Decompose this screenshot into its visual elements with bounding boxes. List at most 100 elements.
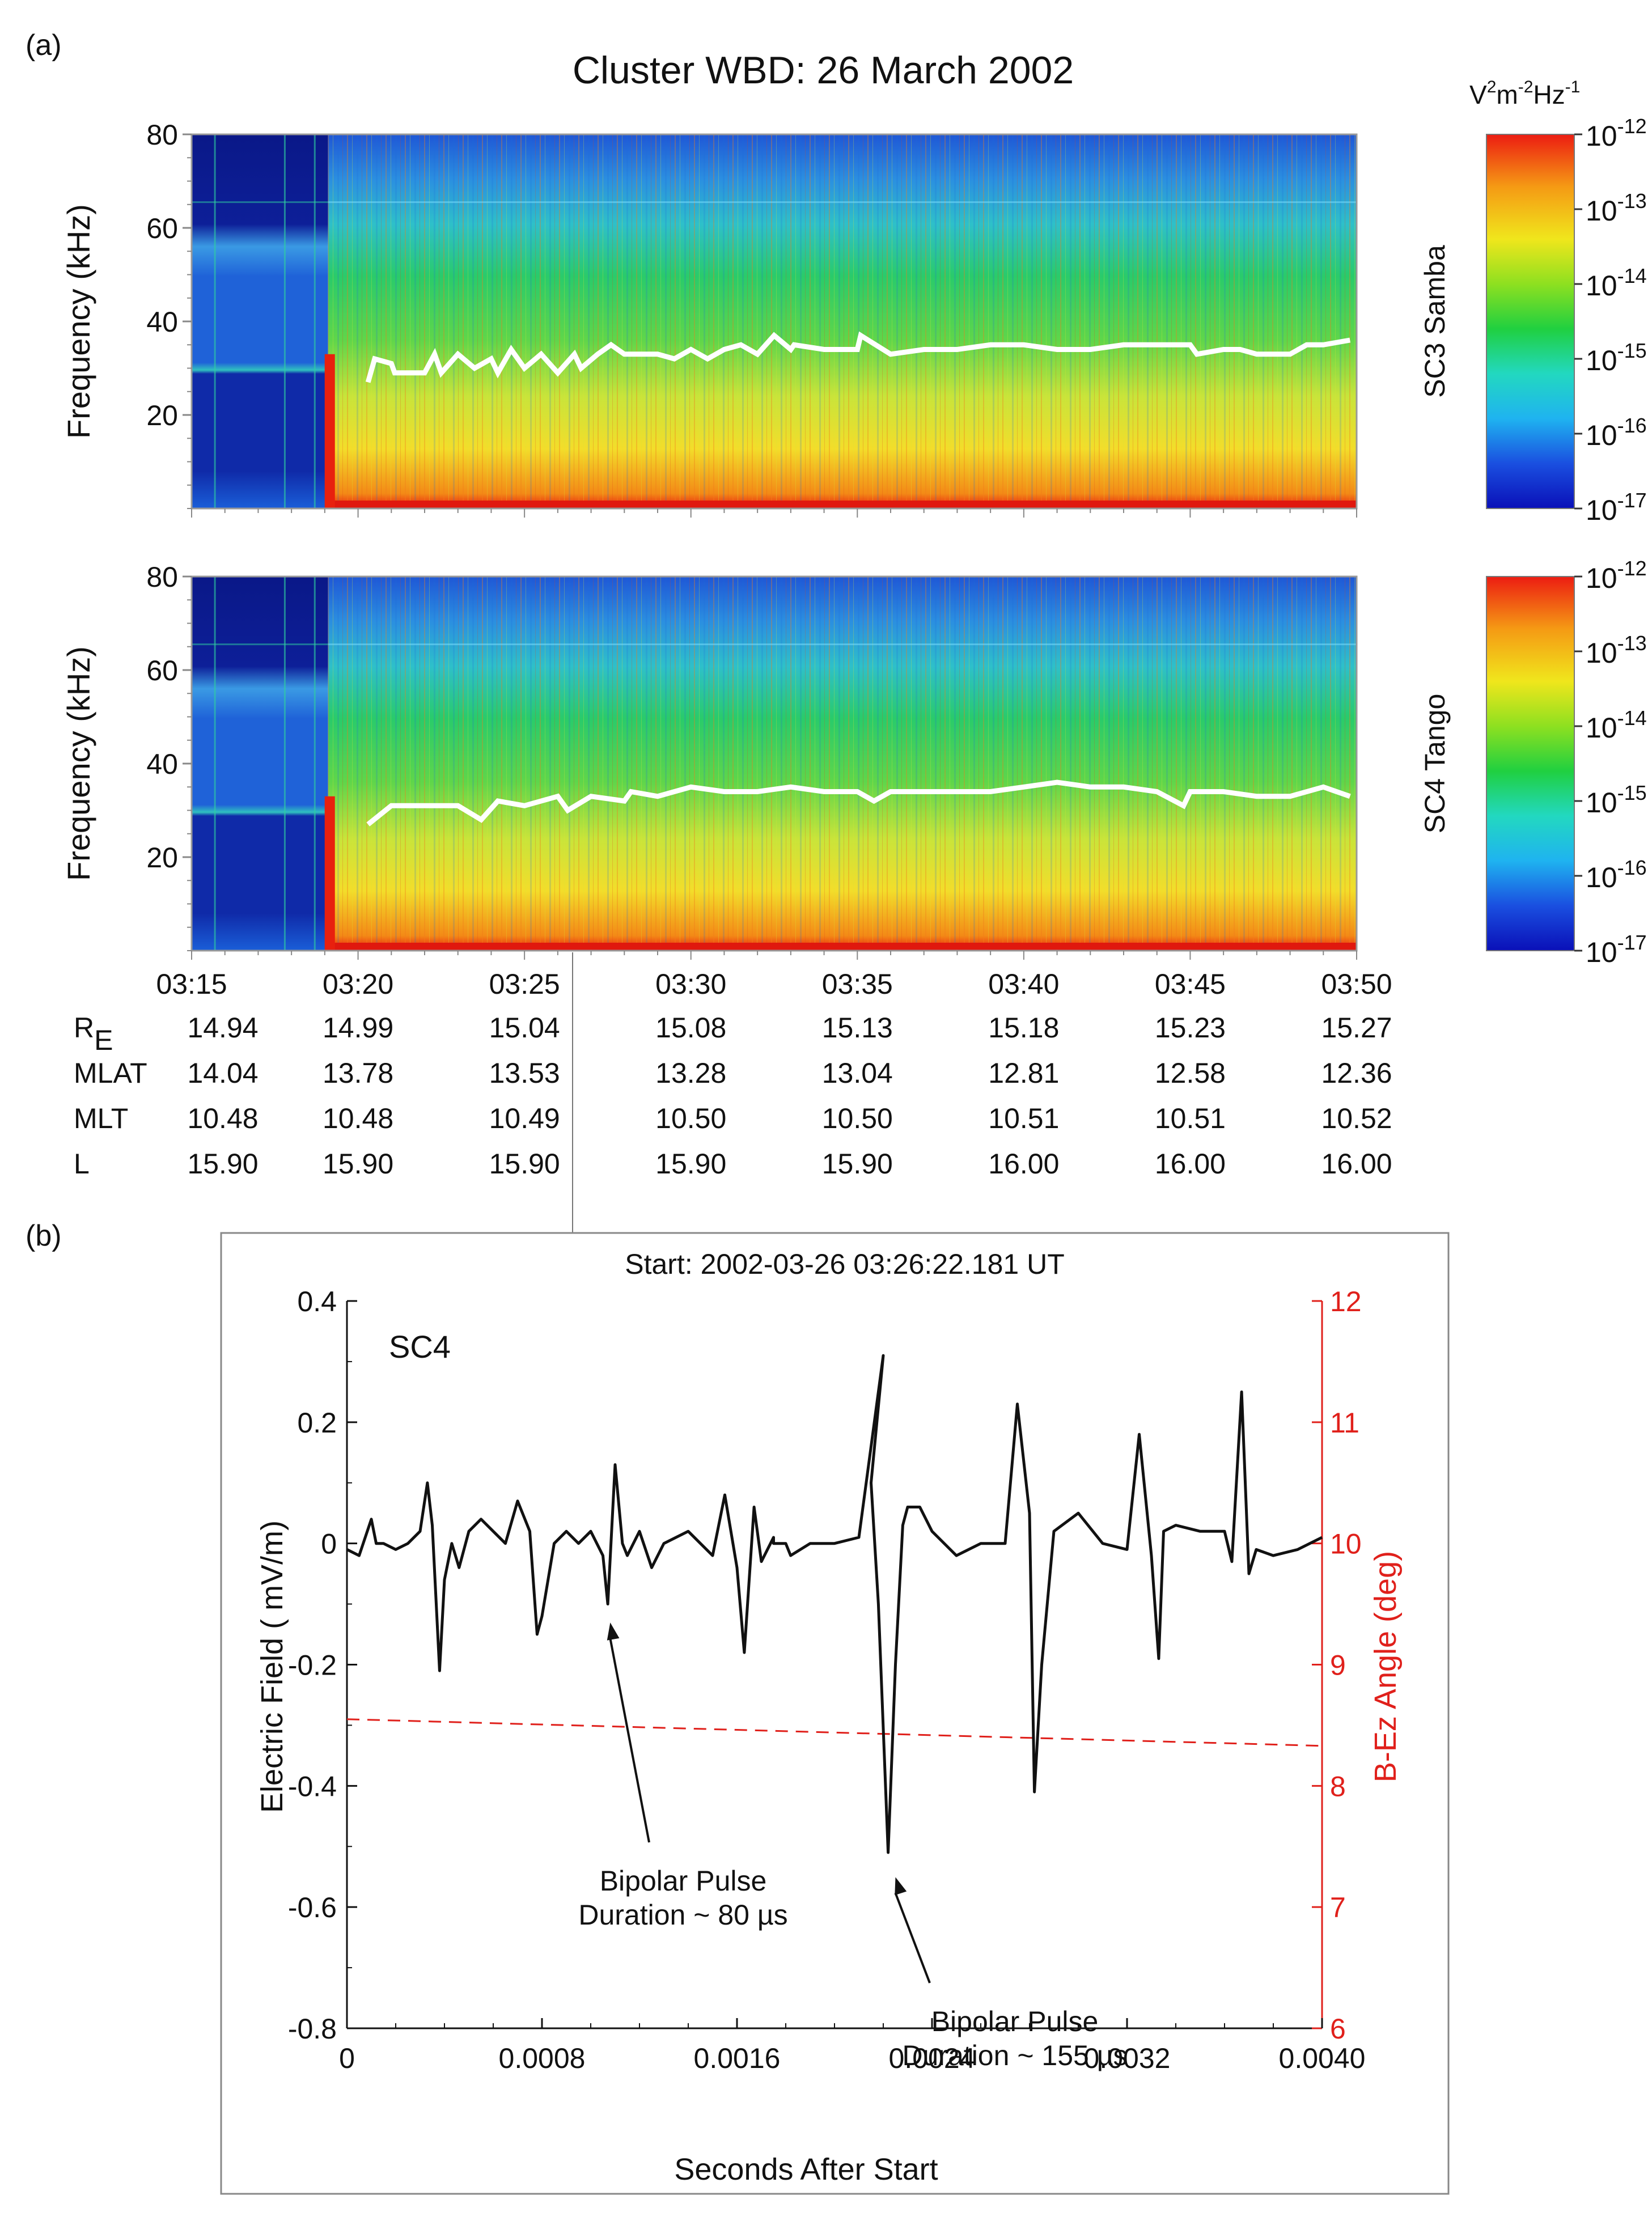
- y-tick-label: 0.2: [297, 1407, 337, 1439]
- annotation-line1: Bipolar Pulse: [600, 1865, 767, 1897]
- ephemeris-value: 16.00: [1155, 1148, 1226, 1180]
- y-axis-label: Electric Field ( mV/m): [255, 1520, 289, 1813]
- colorbar-units: V2m-2Hz-1: [1469, 78, 1580, 109]
- x-tick-label: 0.0016: [694, 2042, 781, 2074]
- spectrogram-quiet-region: [192, 134, 328, 508]
- time-tick-label: 03:30: [655, 968, 726, 1000]
- ephemeris-value: 10.48: [323, 1103, 393, 1134]
- ephemeris-value: 15.90: [187, 1148, 258, 1180]
- plasma-frequency-line: [365, 331, 1351, 383]
- time-tick-label: 03:35: [822, 968, 893, 1000]
- ephemeris-value: 10.52: [1321, 1103, 1392, 1134]
- y2-tick-label: 9: [1330, 1650, 1346, 1681]
- colorbar-tick-label: 10-17: [1586, 931, 1647, 968]
- spectrogram-red-floor: [328, 501, 1357, 508]
- y-tick-label: 0.4: [297, 1286, 337, 1317]
- y-tick-label: 60: [146, 655, 178, 686]
- y-tick-label: -0.4: [288, 1770, 337, 1802]
- ephemeris-value: 15.90: [822, 1148, 893, 1180]
- spectrogram-burst-edge: [324, 796, 335, 951]
- colorbar-tick-label: 10-13: [1586, 632, 1647, 669]
- ephemeris-value: 15.90: [323, 1148, 393, 1180]
- ephemeris-value: 15.27: [1321, 1012, 1392, 1044]
- colorbar-tick-label: 10-15: [1586, 339, 1647, 376]
- inset-box: [220, 1232, 1450, 2195]
- spacecraft-label: SC4: [389, 1329, 451, 1364]
- ephemeris-value: 12.81: [988, 1057, 1059, 1089]
- annotation-arrowhead: [895, 1877, 907, 1896]
- ephemeris-value: 15.90: [489, 1148, 560, 1180]
- x-axis-label: Seconds After Start: [674, 2152, 938, 2186]
- ephemeris-value: 10.49: [489, 1103, 560, 1134]
- annotation-arrow: [894, 1892, 931, 1984]
- colorbar: [1486, 576, 1575, 951]
- ephemeris-value: 16.00: [988, 1148, 1059, 1180]
- annotation-line1: Bipolar Pulse: [931, 2006, 1099, 2037]
- ephemeris-row-label: L: [74, 1148, 90, 1180]
- spectrogram-texture: [328, 577, 1357, 951]
- colorbar-tick-label: 10-14: [1586, 706, 1647, 744]
- ephemeris-value: 10.50: [655, 1103, 726, 1134]
- ephemeris-value: 14.94: [187, 1012, 258, 1044]
- time-tick-label: 03:50: [1321, 968, 1392, 1000]
- colorbar-tick-label: 10-15: [1586, 781, 1647, 819]
- colorbar-tick-label: 10-12: [1586, 557, 1647, 594]
- x-tick-label: 0.0008: [499, 2042, 586, 2074]
- spacecraft-label: SC3 Samba: [1419, 245, 1451, 398]
- panel-b-label: (b): [26, 1219, 62, 1252]
- chart-title: Cluster WBD: 26 March 2002: [572, 49, 1074, 92]
- annotation-arrow: [609, 1638, 650, 1843]
- ephemeris-value: 13.28: [655, 1057, 726, 1089]
- spectrogram-panel-2: 20 40 60 80 Frequency (kHz) SC4 Tango 10-12 10-…: [61, 557, 1647, 968]
- ephemeris-row-label: MLT: [74, 1103, 128, 1134]
- y-tick-label: -0.2: [288, 1650, 337, 1681]
- colorbar-tick-label: 10-16: [1586, 856, 1647, 893]
- ephemeris-value: 10.51: [1155, 1103, 1226, 1134]
- y-tick-label: -0.6: [288, 1892, 337, 1923]
- x-tick-label: 0.0040: [1279, 2042, 1366, 2074]
- annotation-line2: Duration ~ 155 µs: [902, 2040, 1127, 2071]
- y-axis-label: Frequency (kHz): [61, 646, 96, 881]
- time-tick-label: 03:15: [156, 968, 227, 1000]
- time-tick-label: 03:20: [323, 968, 393, 1000]
- ephemeris-value: 10.50: [822, 1103, 893, 1134]
- ephemeris-value: 16.00: [1321, 1148, 1392, 1180]
- plasma-frequency-line: [366, 779, 1351, 827]
- colorbar-tick-label: 10-17: [1586, 489, 1647, 526]
- ephemeris-value: 15.18: [988, 1012, 1059, 1044]
- ephemeris-row-label: RE: [74, 1012, 113, 1056]
- colorbar: [1486, 134, 1575, 509]
- ephemeris-value: 15.08: [655, 1012, 726, 1044]
- y-tick-label: 0: [321, 1528, 337, 1560]
- ephemeris-value: 15.90: [655, 1148, 726, 1180]
- spacecraft-label: SC4 Tango: [1419, 694, 1451, 833]
- y-tick-label: 80: [146, 119, 178, 151]
- ephemeris-value: 15.04: [489, 1012, 560, 1044]
- ephemeris-value: 15.23: [1155, 1012, 1226, 1044]
- ephemeris-value: 15.13: [822, 1012, 893, 1044]
- ephemeris-value: 13.04: [822, 1057, 893, 1089]
- y-tick-label: 40: [146, 306, 178, 338]
- y-tick-label: 20: [146, 842, 178, 874]
- y-tick-label: 60: [146, 213, 178, 244]
- x-tick-label: 0: [339, 2042, 355, 2074]
- spectrogram-quiet-region: [192, 577, 328, 951]
- ephemeris-value: 14.99: [323, 1012, 393, 1044]
- y2-axis-label: B-Ez Angle (deg): [1369, 1551, 1403, 1782]
- y-axis-label: Frequency (kHz): [61, 204, 96, 439]
- ephemeris-value: 12.36: [1321, 1057, 1392, 1089]
- ephemeris-value: 13.53: [489, 1057, 560, 1089]
- ephemeris-value: 10.51: [988, 1103, 1059, 1134]
- y2-tick-label: 6: [1330, 2013, 1346, 2045]
- annotation-line2: Duration ~ 80 µs: [578, 1899, 787, 1931]
- colorbar-tick-label: 10-13: [1586, 189, 1647, 227]
- y-tick-label: 40: [146, 748, 178, 780]
- y2-tick-label: 7: [1330, 1892, 1346, 1923]
- spectrogram-texture: [328, 134, 1357, 508]
- annotation-arrowhead: [607, 1622, 620, 1641]
- y2-tick-label: 12: [1330, 1286, 1362, 1317]
- y2-tick-label: 11: [1330, 1407, 1359, 1439]
- ephemeris-value: 12.58: [1155, 1057, 1226, 1089]
